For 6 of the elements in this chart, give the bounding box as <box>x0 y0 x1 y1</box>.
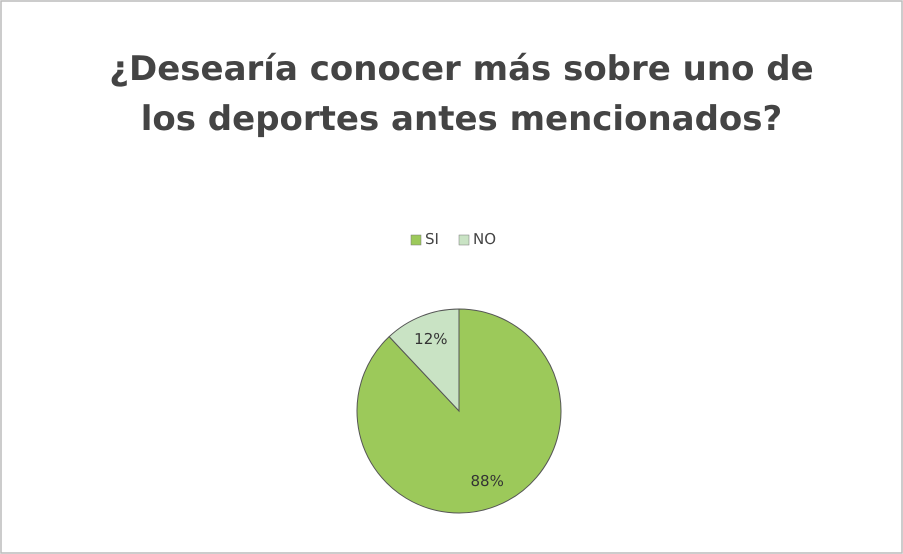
data-label: 12% <box>414 330 448 348</box>
chart-title: ¿Desearía conocer más sobre uno de los deportes antes mencionados? <box>109 49 814 139</box>
data-label: 88% <box>470 472 504 490</box>
legend-label: SI <box>425 230 439 248</box>
legend-label: NO <box>473 230 496 248</box>
pie-slice <box>356 308 562 514</box>
